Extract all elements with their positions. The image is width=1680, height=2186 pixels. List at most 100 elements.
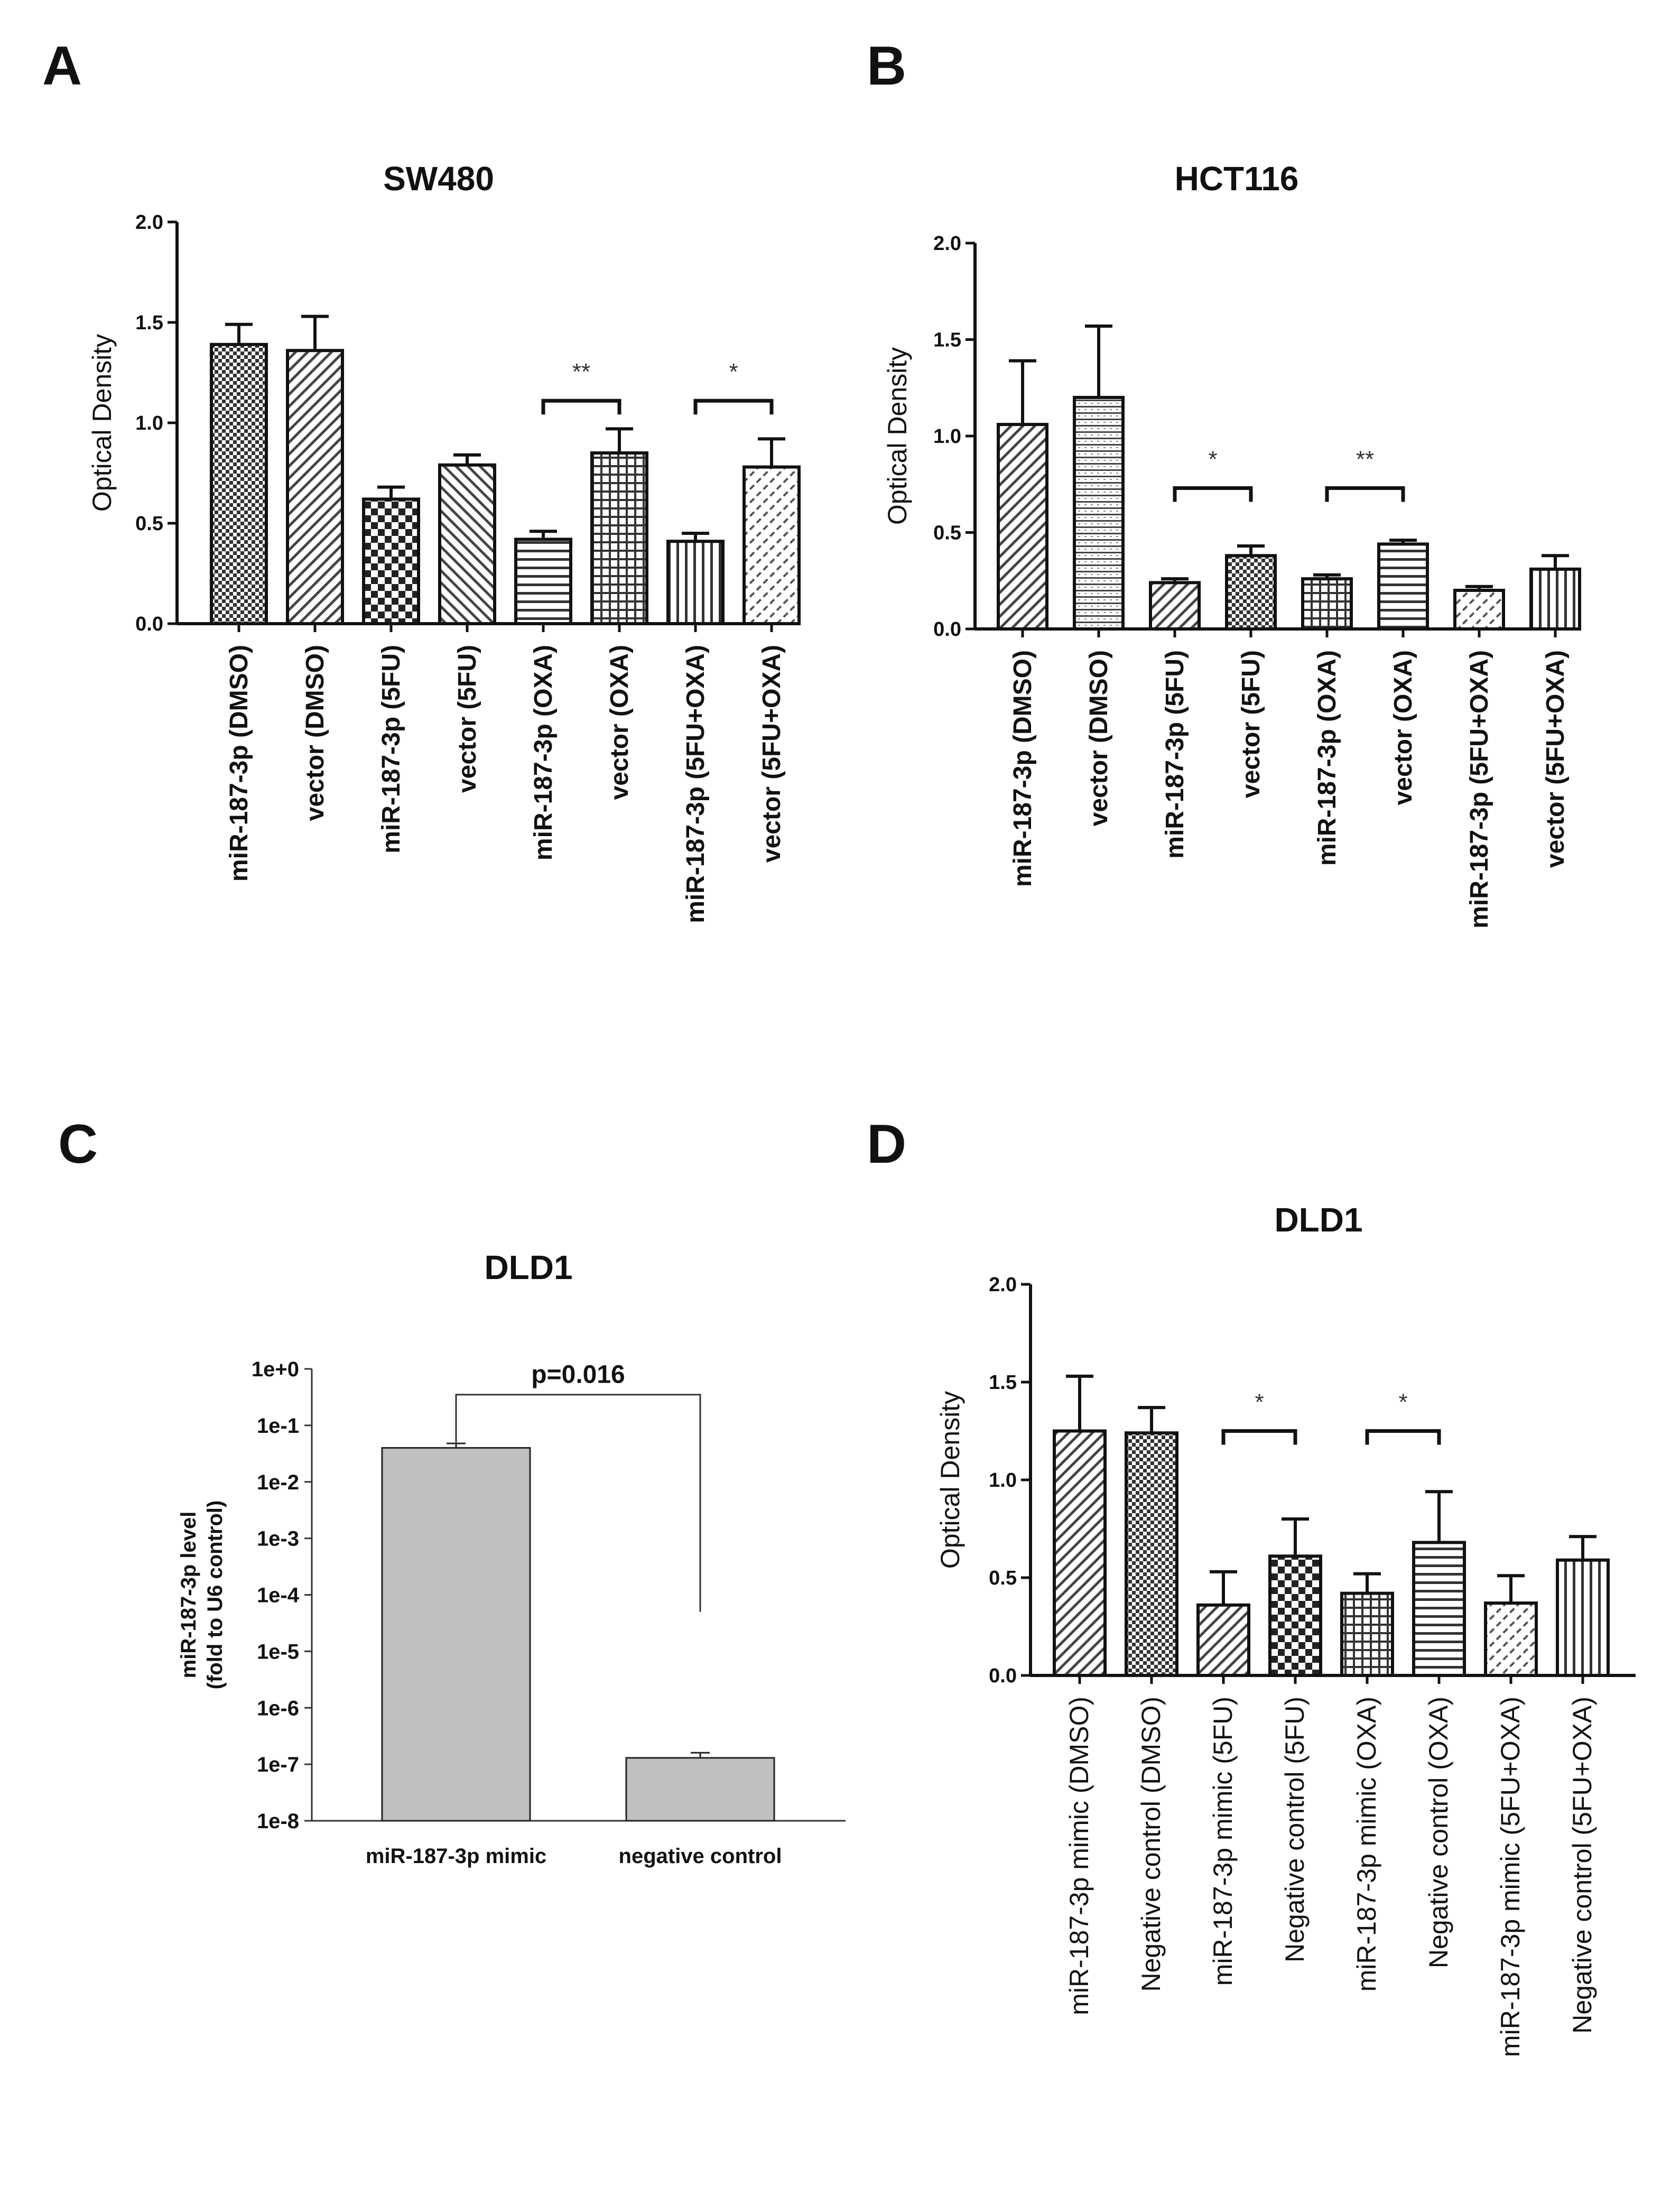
x-category-label: miR-187-3p mimic (OXA)	[1352, 1697, 1381, 1992]
bar	[1225, 554, 1277, 631]
x-category-label: miR-187-3p (DMSO)	[225, 645, 253, 882]
bar	[286, 349, 344, 625]
bar	[362, 497, 420, 626]
bar	[1196, 1603, 1250, 1678]
y-tick-label: 1e-2	[257, 1471, 299, 1494]
y-tick-label: 0.0	[933, 618, 961, 641]
y-tick-label: 1.0	[933, 425, 961, 448]
x-category-label: miR-187-3p mimic (DMSO)	[1064, 1697, 1094, 2015]
y-axis-label: Optical Density	[935, 1391, 965, 1569]
x-category-label: miR-187-3p (5FU+OXA)	[682, 645, 710, 923]
y-tick-label: 0.0	[135, 613, 163, 635]
bar	[742, 465, 801, 625]
chart-title: DLD1	[484, 1248, 572, 1286]
significance-bracket	[1173, 486, 1253, 502]
panel-letter-a: A	[42, 35, 82, 97]
bar	[625, 1757, 775, 1822]
bar	[381, 1447, 531, 1822]
x-category-label: vector (5FU+OXA)	[758, 645, 786, 863]
y-axis-label-line: (fold to U6 control)	[203, 1500, 227, 1690]
bar	[1412, 1541, 1466, 1677]
x-category-label: vector (5FU+OXA)	[1542, 650, 1570, 868]
bar	[1453, 589, 1505, 631]
bar	[590, 451, 648, 625]
y-tick-label: 1.0	[989, 1469, 1017, 1492]
y-tick-label: 0.5	[135, 513, 163, 535]
x-category-label: Negative control (OXA)	[1424, 1697, 1453, 1968]
chart-title: SW480	[383, 160, 494, 198]
x-category-label: Negative control (5FU+OXA)	[1567, 1697, 1597, 2034]
bar	[514, 538, 572, 626]
bar	[1340, 1591, 1394, 1678]
bar	[1268, 1554, 1322, 1678]
y-tick-label: 1e-8	[257, 1810, 299, 1833]
y-tick-label: 1e-7	[257, 1753, 299, 1776]
panel-letter-c: C	[58, 1114, 98, 1175]
chart-hct116: HCT116 0.0 0.5 1.0 1.5 2.0 Optical Density miR-…	[883, 160, 1581, 929]
y-tick-label: 2.0	[135, 211, 163, 234]
x-category-label: miR-187-3p mimic	[366, 1845, 546, 1868]
bar	[1149, 581, 1201, 631]
y-tick-label: 1.5	[933, 329, 961, 351]
bar	[438, 463, 496, 625]
y-tick-label: 1e+0	[252, 1358, 299, 1381]
significance-bracket	[693, 399, 774, 415]
y-tick-label: 1.5	[989, 1372, 1017, 1394]
x-category-label: vector (5FU)	[1237, 650, 1265, 798]
x-category-label: miR-187-3p (OXA)	[1313, 650, 1341, 866]
bar	[666, 540, 725, 625]
chart-title: HCT116	[1175, 160, 1299, 198]
y-tick-label: 0.5	[989, 1567, 1017, 1589]
y-tick-label: 1e-4	[257, 1584, 300, 1607]
significance-bracket	[1325, 486, 1405, 502]
bar	[1125, 1431, 1178, 1677]
significance-bracket	[1221, 1429, 1297, 1445]
panel-letter-d: D	[867, 1114, 906, 1175]
chart-dld1-expression: DLD1 1e+0 1e-1 1e-2 1e-3 1e-4 1e-5 1e-6 1e-7 1e-8…	[177, 1248, 846, 1868]
significance-bracket	[455, 1394, 701, 1612]
y-tick-label: 1e-5	[257, 1640, 299, 1663]
bar	[1556, 1558, 1610, 1677]
x-category-label: miR-187-3p (OXA)	[530, 645, 558, 860]
panel-letter-b: B	[867, 35, 906, 97]
y-tick-label: 2.0	[933, 233, 961, 255]
bar	[1529, 567, 1581, 631]
y-axis-label: Optical Density	[87, 334, 117, 512]
y-axis-label: miR-187-3p level (fold to U6 control)	[177, 1500, 227, 1690]
chart-dld1-optical-density: DLD1 0.0 0.5 1.0 1.5 2.0 Optical Density miR-18…	[935, 1201, 1636, 2057]
x-category-label: negative control	[619, 1845, 782, 1868]
y-tick-label: 2.0	[989, 1274, 1017, 1296]
significance-bracket	[1365, 1429, 1441, 1445]
significance-label: *	[729, 359, 738, 385]
x-category-label: vector (DMSO)	[1085, 650, 1113, 826]
bar	[1053, 1429, 1107, 1677]
significance-label: *	[1208, 447, 1217, 473]
y-axis-label: Optical Density	[883, 347, 912, 525]
bar	[1073, 396, 1125, 631]
y-tick-label: 1.5	[135, 312, 163, 334]
y-tick-label: 0.0	[989, 1665, 1017, 1687]
bar	[210, 342, 268, 625]
significance-bracket	[541, 399, 621, 415]
x-category-label: vector (OXA)	[606, 645, 634, 800]
x-category-label: Negative control (DMSO)	[1136, 1697, 1166, 1992]
y-tick-label: 1e-1	[257, 1414, 299, 1438]
x-category-label: vector (5FU)	[453, 645, 481, 793]
y-axis-label-line: miR-187-3p level	[177, 1512, 200, 1679]
significance-label: **	[572, 359, 590, 385]
bar	[1484, 1601, 1538, 1678]
x-category-label: miR-187-3p mimic (5FU)	[1208, 1697, 1238, 1986]
significance-label: *	[1255, 1390, 1264, 1415]
p-value-label: p=0.016	[531, 1361, 625, 1389]
x-category-label: Negative control (5FU)	[1280, 1697, 1310, 1962]
significance-label: *	[1398, 1390, 1407, 1415]
x-category-label: vector (OXA)	[1389, 650, 1417, 805]
x-category-label: miR-187-3p (5FU)	[1161, 650, 1189, 859]
x-category-label: miR-187-3p (DMSO)	[1009, 650, 1037, 887]
chart-title: DLD1	[1274, 1201, 1362, 1239]
x-category-label: vector (DMSO)	[301, 645, 329, 821]
x-category-label: miR-187-3p (5FU)	[377, 645, 405, 854]
chart-sw480: SW480 0.0 0.5 1.0 1.5 2.0 Optical Density miR-1…	[87, 160, 801, 923]
x-category-label: miR-187-3p mimic (5FU+OXA)	[1496, 1697, 1525, 2057]
